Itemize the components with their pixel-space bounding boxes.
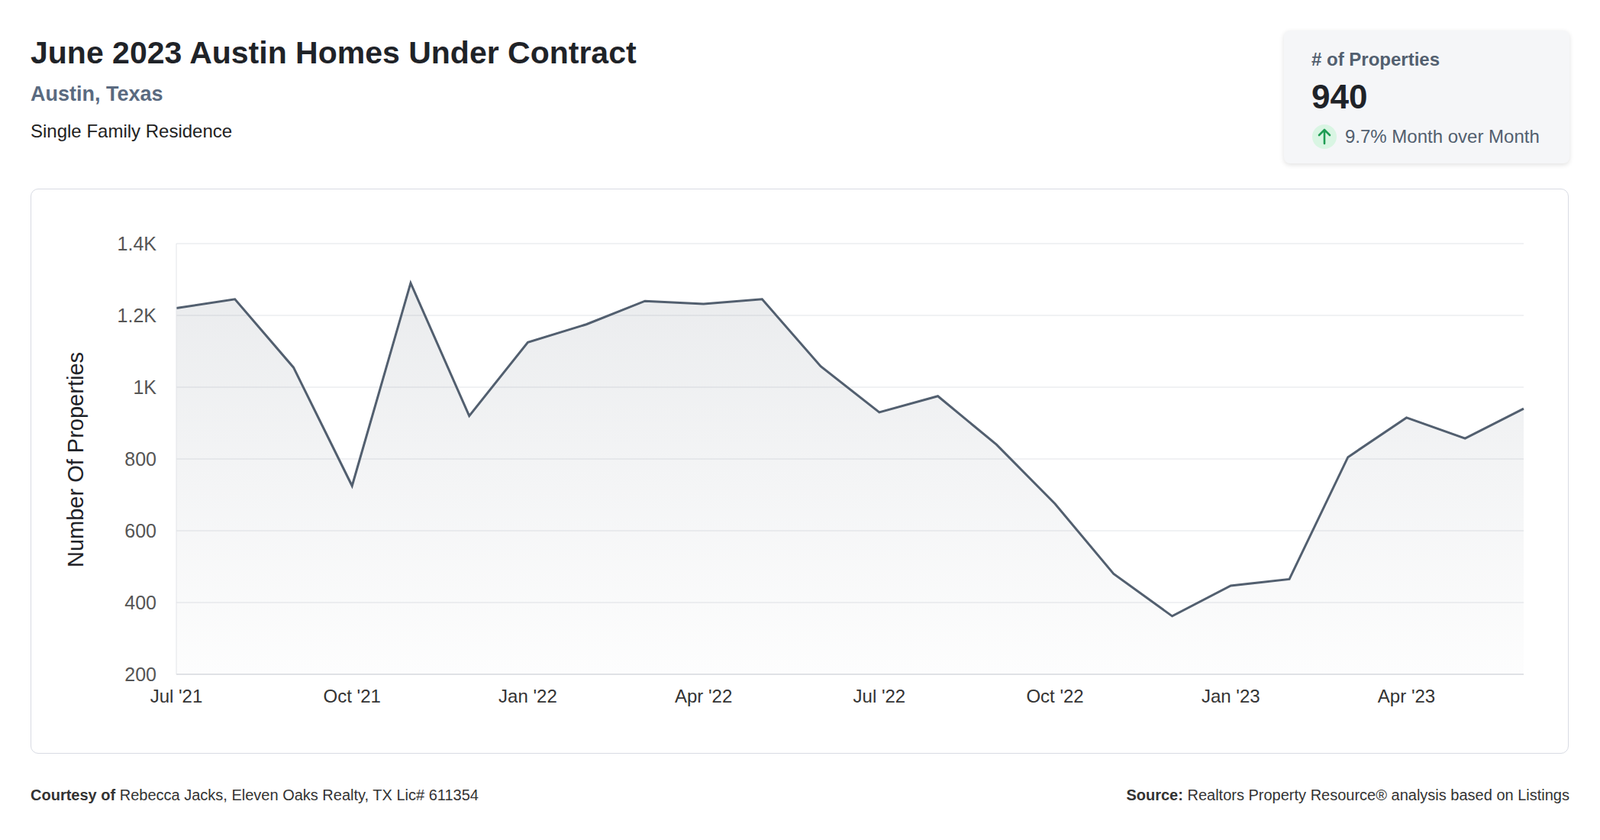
svg-text:Jul '21: Jul '21 <box>150 685 204 707</box>
svg-text:Jan '23: Jan '23 <box>1201 685 1261 707</box>
html-text:# of Properties: # of Properties <box>1311 48 1440 70</box>
html-text:Number Of Properties: Number Of Properties <box>62 351 88 568</box>
svg-text:Jan '22: Jan '22 <box>498 685 558 707</box>
svg-text:Oct '21: Oct '21 <box>323 685 381 707</box>
html-text:Austin, Texas: Austin, Texas <box>30 82 164 106</box>
svg-text:1K: 1K <box>132 376 157 398</box>
svg-text:Apr '22: Apr '22 <box>674 685 733 707</box>
svg-text:800: 800 <box>124 448 157 470</box>
svg-text:1.2K: 1.2K <box>117 304 158 326</box>
svg-text:Oct '22: Oct '22 <box>1025 685 1084 707</box>
svg-text:200: 200 <box>124 663 157 685</box>
html-text:Source: Realtors Property Reso: Source: Realtors Property Resource® anal… <box>1126 786 1570 804</box>
svg-text:400: 400 <box>124 591 157 613</box>
svg-text:1.4K: 1.4K <box>117 232 158 255</box>
html-text:Single Family Residence: Single Family Residence <box>30 120 233 142</box>
svg-text:Jul '22: Jul '22 <box>853 685 907 707</box>
svg-text:Apr '23: Apr '23 <box>1377 685 1436 707</box>
svg-text:600: 600 <box>124 519 157 542</box>
html-text:June 2023 Austin Homes Under C: June 2023 Austin Homes Under Contract <box>30 35 637 71</box>
html-text:9.7% Month over Month: 9.7% Month over Month <box>1345 125 1540 147</box>
html-text:Courtesy of Rebecca Jacks, Ele: Courtesy of Rebecca Jacks, Eleven Oaks R… <box>30 786 479 804</box>
html-text:940: 940 <box>1311 77 1368 116</box>
